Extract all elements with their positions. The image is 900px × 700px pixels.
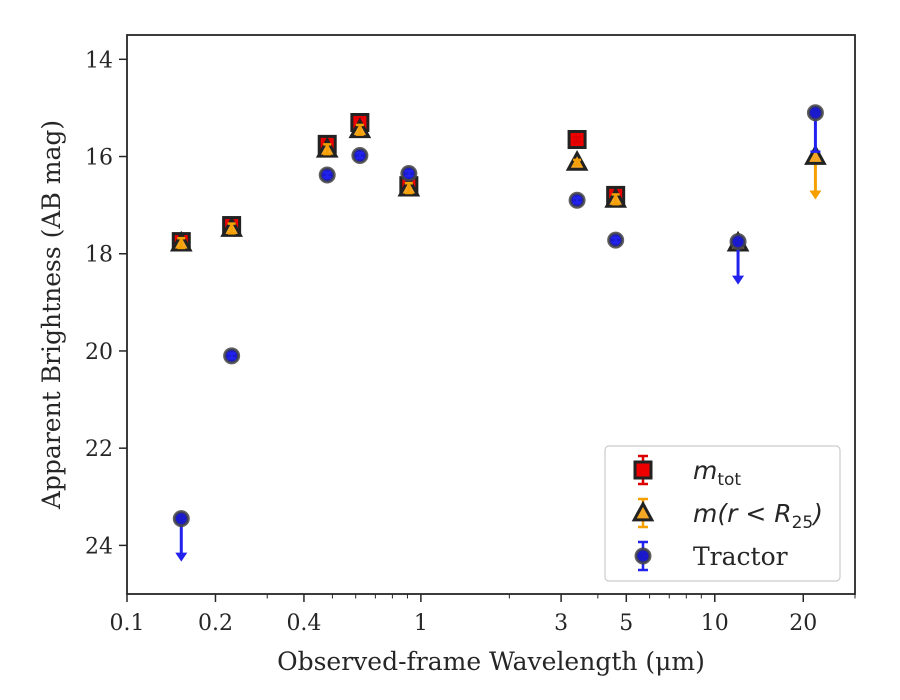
x-axis-label: Observed-frame Wavelength (μm) [277, 647, 705, 676]
y-tick-label: 24 [85, 534, 113, 559]
legend-label-sub: tot [717, 470, 741, 490]
legend-label-end: ) [811, 499, 823, 528]
legend-label-main: m [693, 456, 717, 485]
legend-square-marker [633, 460, 653, 480]
x-tick-label: 3 [554, 611, 568, 636]
legend-circle-marker [634, 547, 652, 565]
series-1 [169, 117, 827, 252]
legend-label: mtot [693, 456, 741, 490]
legend-entry-0: mtot [633, 454, 741, 490]
y-tick-label: 14 [85, 48, 113, 73]
y-tick-label: 18 [85, 243, 113, 268]
upper-limit-arrowhead [175, 552, 188, 562]
circle-point [172, 510, 190, 528]
triangle-point [804, 144, 827, 165]
series-0 [171, 112, 626, 252]
legend-box [604, 445, 841, 582]
upper-limit-arrowhead [732, 275, 745, 285]
x-tick-label: 0.4 [286, 611, 321, 636]
x-tick-label: 1 [414, 611, 428, 636]
circle-point [729, 233, 747, 251]
circle-point [806, 104, 824, 122]
legend-triangle-marker [631, 500, 655, 522]
legend-label-main: Tractor [693, 542, 788, 571]
y-tick-label: 16 [85, 146, 113, 171]
x-tick-label: 0.1 [110, 611, 145, 636]
upper-limit-arrowhead [809, 190, 822, 200]
plot-area [169, 104, 827, 562]
y-tick-label: 22 [85, 437, 113, 462]
x-tick-label: 20 [789, 611, 817, 636]
legend: mtot m(r < R25) Tractor [604, 445, 841, 582]
plot-frame [126, 34, 856, 595]
legend-label-main: m(r < R [693, 499, 792, 528]
legend-entry-1: m(r < R25) [631, 497, 823, 533]
y-axis-label: Apparent Brightness (AB mag) [37, 120, 66, 510]
series-2 [172, 104, 824, 562]
x-tick-label: 0.2 [198, 611, 233, 636]
legend-label-sub: 25 [792, 513, 814, 533]
y-tick-label: 20 [85, 340, 113, 365]
x-tick-label: 10 [701, 611, 729, 636]
x-tick-label: 5 [619, 611, 633, 636]
legend-label: Tractor [693, 542, 788, 571]
axes: 0.1 0.2 0.4 1 3 5 10 20 14 16 18 20 22 24 Observed-fra… [37, 34, 856, 676]
legend-entry-2: Tractor [634, 540, 788, 572]
legend-label: m(r < R25) [693, 499, 823, 533]
